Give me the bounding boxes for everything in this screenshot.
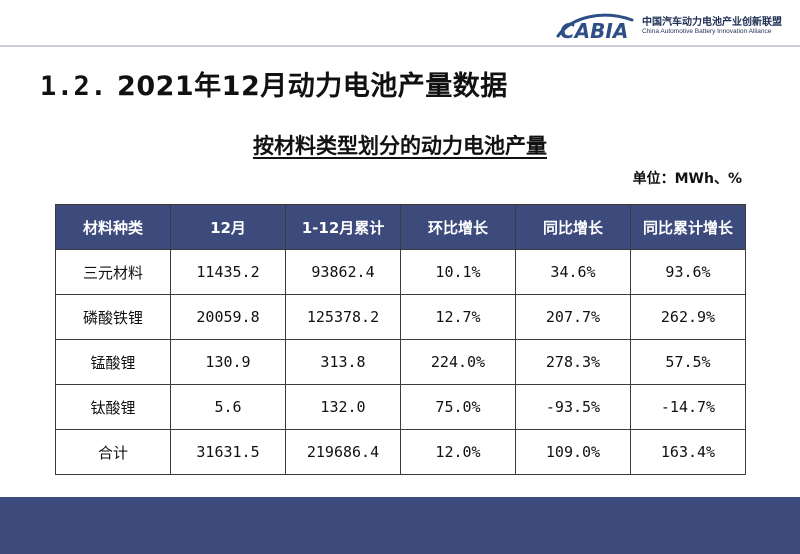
table-cell: 207.7% — [515, 294, 631, 340]
unit-label: 单位：MWh、% — [632, 171, 742, 187]
table-title: 按材料类型划分的动力电池产量 — [253, 134, 547, 158]
table-cell: 57.5% — [630, 339, 746, 385]
table-cell: 75.0% — [400, 384, 516, 430]
table-cell: 93862.4 — [285, 249, 401, 295]
column-header: 12月 — [170, 204, 286, 250]
table-cell: 31631.5 — [170, 429, 286, 475]
org-name-en: China Automotive Battery Innovation Alli… — [642, 28, 772, 36]
org-name-cn: 中国汽车动力电池产业创新联盟 — [642, 16, 782, 28]
table-cell: 5.6 — [170, 384, 286, 430]
org-names: 中国汽车动力电池产业创新联盟 China Automotive Battery … — [642, 17, 782, 36]
table-cell: 313.8 — [285, 339, 401, 385]
table-row: 钛酸锂 5.6 132.0 75.0% -93.5% -14.7% — [55, 384, 746, 430]
battery-output-table: 材料种类 12月 1-12月累计 环比增长 同比增长 同比累计增长 三元材料 1… — [55, 204, 746, 475]
table-cell: 224.0% — [400, 339, 516, 385]
table-cell: 125378.2 — [285, 294, 401, 340]
material-cell: 合计 — [55, 429, 171, 475]
table-cell: 132.0 — [285, 384, 401, 430]
section-heading: 1.2. 2021年12月动力电池产量数据 — [40, 64, 508, 103]
table-row: 锰酸锂 130.9 313.8 224.0% 278.3% 57.5% — [55, 339, 746, 385]
table-title-wrap: 按材料类型划分的动力电池产量 — [0, 130, 800, 160]
table-header-row: 材料种类 12月 1-12月累计 环比增长 同比增长 同比累计增长 — [55, 204, 746, 250]
material-cell: 磷酸铁锂 — [55, 294, 171, 340]
table-cell: 12.0% — [400, 429, 516, 475]
table-row-total: 合计 31631.5 219686.4 12.0% 109.0% 163.4% — [55, 429, 746, 475]
logo-swoosh-icon — [556, 13, 634, 38]
table-cell: 163.4% — [630, 429, 746, 475]
material-cell: 钛酸锂 — [55, 384, 171, 430]
column-header: 材料种类 — [55, 204, 171, 250]
section-title: 2021年12月动力电池产量数据 — [117, 71, 508, 102]
column-header: 环比增长 — [400, 204, 516, 250]
table-cell: -93.5% — [515, 384, 631, 430]
material-cell: 锰酸锂 — [55, 339, 171, 385]
table-row: 三元材料 11435.2 93862.4 10.1% 34.6% 93.6% — [55, 249, 746, 295]
header-logo: CABIA 中国汽车动力电池产业创新联盟 China Automotive Ba… — [554, 10, 782, 43]
cabia-logo: CABIA — [554, 10, 636, 43]
table-cell: 262.9% — [630, 294, 746, 340]
table-cell: 130.9 — [170, 339, 286, 385]
material-cell: 三元材料 — [55, 249, 171, 295]
table-cell: 34.6% — [515, 249, 631, 295]
table-cell: 109.0% — [515, 429, 631, 475]
table-cell: 11435.2 — [170, 249, 286, 295]
table-cell: 93.6% — [630, 249, 746, 295]
column-header: 同比增长 — [515, 204, 631, 250]
table-cell: 10.1% — [400, 249, 516, 295]
table-cell: 12.7% — [400, 294, 516, 340]
table-cell: 278.3% — [515, 339, 631, 385]
header-divider — [0, 45, 800, 47]
column-header: 同比累计增长 — [630, 204, 746, 250]
table-row: 磷酸铁锂 20059.8 125378.2 12.7% 207.7% 262.9… — [55, 294, 746, 340]
logo-brand-text: CABIA — [560, 19, 629, 43]
table-cell: 219686.4 — [285, 429, 401, 475]
table-cell: -14.7% — [630, 384, 746, 430]
section-number: 1.2. — [40, 71, 108, 102]
table-cell: 20059.8 — [170, 294, 286, 340]
column-header: 1-12月累计 — [285, 204, 401, 250]
footer-bar — [0, 497, 800, 554]
